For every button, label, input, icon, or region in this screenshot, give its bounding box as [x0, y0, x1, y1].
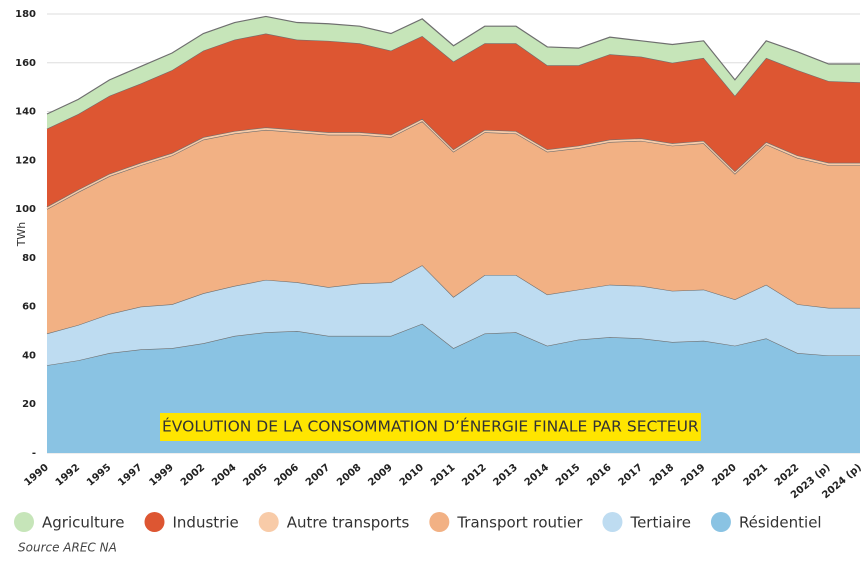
- legend-label: Résidentiel: [739, 514, 822, 532]
- x-tick-label: 1990: [22, 462, 50, 488]
- y-tick-label: 20: [22, 399, 36, 410]
- source: Source AREC NA: [18, 541, 117, 555]
- x-tick-label: 2014: [523, 462, 551, 488]
- chart-title: ÉVOLUTION DE LA CONSOMMATION D’ÉNERGIE F…: [162, 417, 699, 436]
- y-tick-label: 40: [22, 350, 36, 361]
- y-tick-label: 100: [15, 204, 36, 215]
- x-tick-label: 2022: [773, 462, 801, 488]
- area: [47, 118, 860, 210]
- y-tick-label: 180: [15, 9, 36, 20]
- x-tick-label: 2013: [491, 462, 519, 488]
- y-tick-label: 80: [22, 253, 36, 264]
- x-tick-label: 2017: [617, 462, 645, 488]
- x-tick-label: 2015: [554, 462, 582, 488]
- legend-swatch: [14, 512, 34, 532]
- x-tick-label: 1997: [116, 462, 144, 488]
- x-tick-label: 2010: [398, 462, 426, 488]
- legend-swatch: [258, 512, 279, 532]
- x-tick-label: 2005: [241, 462, 269, 488]
- x-tick-label: 2021: [742, 462, 770, 488]
- y-tick-label: 160: [15, 58, 36, 69]
- x-tick-label: 2007: [304, 462, 332, 488]
- area-edge: [46, 323, 860, 366]
- x-tick-label: 2002: [179, 462, 207, 488]
- x-tick-label: 2009: [366, 462, 394, 488]
- x-tick-label: 2012: [460, 462, 488, 488]
- x-tick-label: 2011: [429, 462, 457, 488]
- y-axis-label: TWh: [15, 222, 28, 248]
- y-tick-label: 140: [15, 107, 36, 118]
- y-tick-label: -: [32, 448, 36, 459]
- area-edge: [46, 15, 860, 115]
- x-tick-label: 2018: [648, 462, 676, 488]
- area: [47, 121, 860, 334]
- x-tick-label: 2004: [210, 462, 238, 488]
- x-tick-label: 2016: [585, 462, 613, 488]
- x-tick-label: 1992: [54, 462, 82, 488]
- x-tick-label: 2006: [273, 462, 301, 488]
- x-tick-label: 1995: [85, 462, 113, 488]
- legend-label: Agriculture: [42, 514, 125, 532]
- legend-label: Tertiaire: [629, 514, 690, 532]
- legend-swatch: [144, 512, 165, 532]
- area: [47, 33, 860, 207]
- x-tick-label: 2020: [710, 462, 738, 488]
- y-tick-label: 60: [22, 302, 36, 313]
- legend-label: Transport routier: [456, 514, 583, 532]
- x-tick-label: 1999: [148, 462, 176, 488]
- area: [47, 16, 860, 129]
- area: [47, 265, 860, 366]
- legend-label: Autre transports: [287, 514, 410, 532]
- x-tick-label: 2019: [679, 462, 707, 488]
- legend-swatch: [602, 512, 623, 532]
- legend-swatch: [429, 512, 450, 532]
- legend-swatch: [710, 512, 731, 532]
- legend-label: Industrie: [173, 514, 239, 532]
- y-tick-label: 120: [15, 155, 36, 166]
- title-background: [160, 413, 701, 441]
- x-tick-label: 2008: [335, 462, 363, 488]
